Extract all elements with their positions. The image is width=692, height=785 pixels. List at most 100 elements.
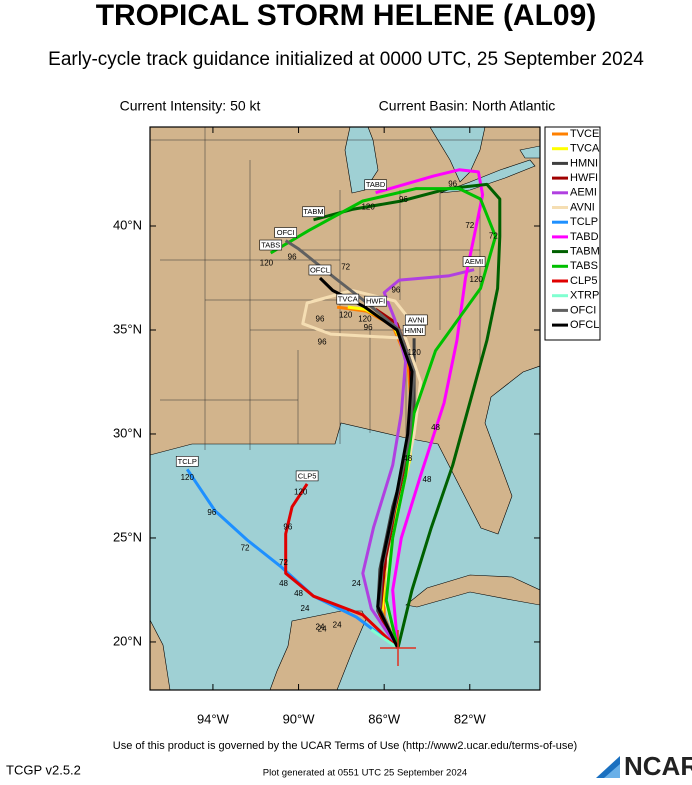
track bbox=[269, 187, 497, 649]
track-label-box bbox=[302, 206, 325, 218]
version: TCGP v2.5.2 bbox=[6, 762, 81, 777]
legend-label: TVCA bbox=[570, 143, 600, 155]
time-label: 96 bbox=[318, 338, 327, 347]
legend-label: TCLP bbox=[570, 216, 598, 228]
legend-label: CLP5 bbox=[570, 275, 598, 287]
track-label-box bbox=[259, 239, 283, 251]
map-frame bbox=[149, 126, 541, 691]
lake-ontario bbox=[519, 145, 540, 159]
legend-label: AVNI bbox=[570, 201, 595, 213]
legend-label: HMNI bbox=[570, 157, 598, 169]
intensity: Current Intensity: 50 kt bbox=[120, 98, 261, 114]
track-label-box bbox=[274, 227, 298, 238]
track-label: OFCL bbox=[310, 265, 330, 274]
track-label: OFCI bbox=[277, 228, 295, 237]
time-label: 96 bbox=[391, 286, 400, 295]
track bbox=[185, 468, 399, 650]
time-label: 120 bbox=[358, 315, 372, 324]
ocean bbox=[150, 365, 540, 690]
logo-mark bbox=[604, 764, 620, 778]
track-label-box bbox=[336, 293, 360, 305]
time-label: 96 bbox=[316, 315, 325, 324]
time-label: 24 bbox=[333, 620, 342, 629]
time-label: 48 bbox=[431, 423, 440, 432]
track-label-box bbox=[175, 456, 199, 467]
time-label: 72 bbox=[279, 558, 288, 567]
y-tick-label: 30°N bbox=[113, 425, 142, 440]
track-label: TABS bbox=[261, 241, 280, 250]
time-label: 24 bbox=[316, 623, 325, 632]
track bbox=[361, 268, 475, 650]
legend-label: AEMI bbox=[570, 187, 597, 199]
time-label: 72 bbox=[241, 543, 250, 552]
y-tick-label: 25°N bbox=[113, 529, 142, 544]
y-tick-label: 40°N bbox=[113, 217, 142, 232]
time-label: 120 bbox=[361, 202, 375, 211]
legend-label: TABD bbox=[570, 231, 599, 243]
time-label: 48 bbox=[403, 454, 412, 463]
time-label: 24 bbox=[301, 604, 310, 613]
time-label: 96 bbox=[448, 180, 457, 189]
track-label: AEMI bbox=[465, 257, 483, 266]
legend-label: OFCL bbox=[570, 319, 599, 331]
x-tick-label: 90°W bbox=[283, 711, 316, 726]
time-label: 96 bbox=[364, 323, 373, 332]
track bbox=[313, 182, 502, 649]
track-label-box bbox=[364, 295, 387, 307]
x-tick-label: 94°W bbox=[197, 711, 230, 726]
time-label: 72 bbox=[341, 263, 350, 272]
time-label: 96 bbox=[288, 252, 297, 261]
subtitle: Early-cycle track guidance initialized a… bbox=[48, 49, 644, 70]
ncar-logo: NCAR bbox=[596, 751, 692, 781]
time-label: 24 bbox=[318, 625, 327, 634]
borders bbox=[150, 127, 540, 450]
time-label: 120 bbox=[260, 259, 274, 268]
legend-label: TABS bbox=[570, 260, 598, 272]
track-label-box bbox=[295, 470, 319, 482]
track-label: HMNI bbox=[405, 326, 424, 335]
time-label: 24 bbox=[352, 579, 361, 588]
time-label: 72 bbox=[465, 221, 474, 230]
time-label: 120 bbox=[470, 275, 484, 284]
footer: Use of this product is governed by the U… bbox=[113, 740, 577, 752]
time-label: 48 bbox=[423, 475, 432, 484]
logo-text: NCAR bbox=[624, 751, 692, 780]
lake-huron bbox=[429, 127, 486, 183]
track-label: TCLP bbox=[178, 457, 197, 466]
track-label-box bbox=[402, 325, 426, 336]
time-label: 120 bbox=[181, 473, 195, 482]
time-label: 120 bbox=[407, 348, 421, 357]
track-label-box bbox=[462, 256, 486, 267]
time-label: 96 bbox=[399, 195, 408, 204]
legend-label: TABM bbox=[570, 246, 600, 258]
legend-label: OFCI bbox=[570, 304, 596, 316]
track bbox=[375, 168, 485, 649]
generated: Plot generated at 0551 UTC 25 September … bbox=[263, 768, 467, 779]
title: TROPICAL STORM HELENE (AL09) bbox=[96, 0, 597, 32]
track-label: CLP5 bbox=[298, 471, 317, 480]
y-tick-label: 35°N bbox=[113, 321, 142, 336]
track-label: TABD bbox=[366, 180, 386, 189]
track bbox=[370, 628, 399, 650]
x-tick-label: 82°W bbox=[454, 711, 487, 726]
time-label: 120 bbox=[294, 487, 308, 496]
track-label: AVNI bbox=[408, 315, 425, 324]
legend-label: XTRP bbox=[570, 290, 599, 302]
legend-label: TVCE bbox=[570, 128, 599, 140]
track bbox=[284, 483, 399, 650]
track-label-box bbox=[364, 179, 387, 191]
track-label: HWFI bbox=[366, 297, 385, 306]
time-label: 96 bbox=[207, 508, 216, 517]
basin: Current Basin: North Atlantic bbox=[379, 98, 556, 114]
map-background bbox=[150, 127, 540, 690]
lake-erie bbox=[439, 159, 536, 194]
time-label: 48 bbox=[294, 589, 303, 598]
time-label: 48 bbox=[279, 579, 288, 588]
time-label: 72 bbox=[489, 232, 498, 241]
storm-center bbox=[380, 630, 416, 666]
time-label: 96 bbox=[283, 523, 292, 532]
x-tick-label: 86°W bbox=[368, 711, 401, 726]
track-label: TVCA bbox=[338, 295, 358, 304]
cuba bbox=[405, 574, 540, 608]
